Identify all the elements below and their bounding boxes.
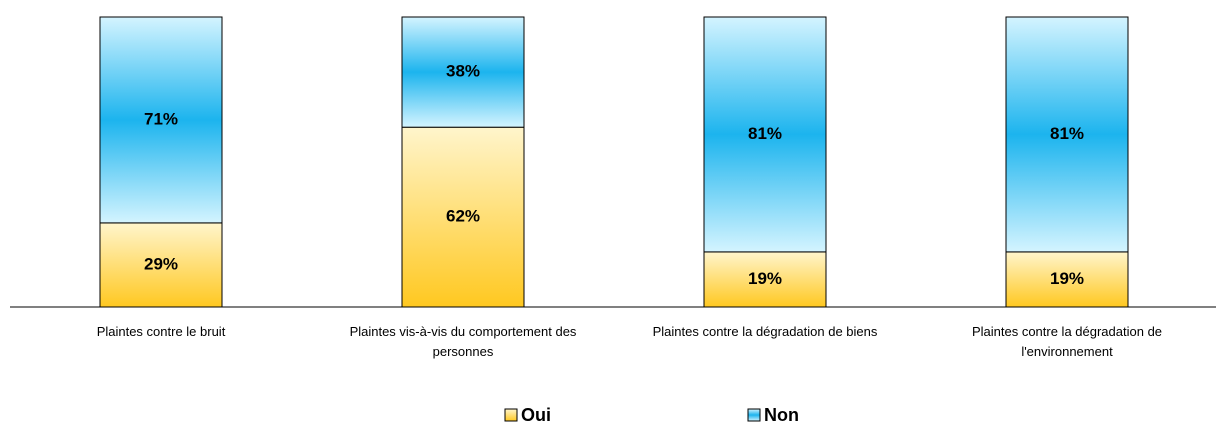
data-label: 19% bbox=[748, 269, 782, 288]
legend-label: Non bbox=[764, 405, 799, 425]
bar-segment bbox=[401, 16, 525, 128]
legend-swatch bbox=[504, 408, 518, 422]
data-label: 29% bbox=[144, 254, 178, 273]
legend-label: Oui bbox=[521, 405, 551, 425]
x-tick-label: Plaintes vis-à-vis du comportement des p… bbox=[349, 324, 577, 359]
bar-segment bbox=[703, 251, 827, 308]
data-label: 38% bbox=[446, 62, 480, 81]
x-tick-label: Plaintes contre le bruit bbox=[96, 324, 226, 339]
data-label: 71% bbox=[144, 109, 178, 128]
data-label: 19% bbox=[1050, 269, 1084, 288]
legend-swatch bbox=[747, 408, 761, 422]
data-label: 62% bbox=[446, 207, 480, 226]
bar-segment bbox=[99, 222, 223, 308]
x-tick-label: Plaintes contre la dégradation de biens bbox=[652, 324, 878, 339]
bar-segment bbox=[99, 16, 223, 224]
data-label: 81% bbox=[1050, 124, 1084, 143]
data-label: 81% bbox=[748, 124, 782, 143]
x-tick-label: Plaintes contre la dégradation de l'envi… bbox=[971, 324, 1163, 359]
bar-segment bbox=[1005, 16, 1129, 253]
bar-segment bbox=[703, 16, 827, 253]
